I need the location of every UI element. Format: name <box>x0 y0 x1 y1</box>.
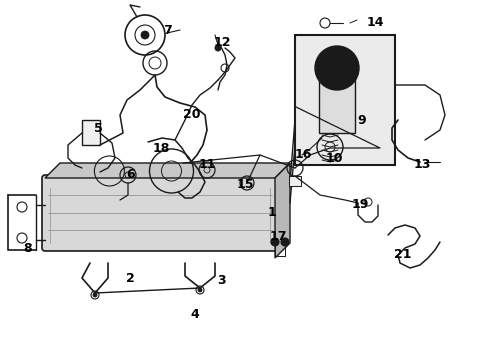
Bar <box>294 35 394 165</box>
Bar <box>82 120 100 145</box>
Text: 20: 20 <box>183 108 201 122</box>
Circle shape <box>270 238 279 246</box>
Text: 18: 18 <box>152 141 169 154</box>
Text: 13: 13 <box>412 158 430 171</box>
Text: 3: 3 <box>217 274 226 287</box>
Text: 14: 14 <box>366 15 383 28</box>
Text: 6: 6 <box>126 168 135 181</box>
Polygon shape <box>45 163 289 178</box>
Circle shape <box>93 293 97 297</box>
Circle shape <box>314 46 358 90</box>
Text: 1: 1 <box>267 207 276 220</box>
Text: 16: 16 <box>294 148 311 162</box>
Text: 15: 15 <box>236 179 253 192</box>
Text: 9: 9 <box>357 113 366 126</box>
Circle shape <box>330 62 342 74</box>
Bar <box>288 176 301 186</box>
Circle shape <box>141 31 149 39</box>
Text: 10: 10 <box>325 152 342 165</box>
Text: 19: 19 <box>350 198 368 211</box>
Polygon shape <box>274 163 289 258</box>
Text: 21: 21 <box>393 248 411 261</box>
Text: 7: 7 <box>163 23 172 36</box>
Bar <box>318 78 354 133</box>
Circle shape <box>281 238 288 246</box>
Text: 17: 17 <box>269 230 286 243</box>
Circle shape <box>198 288 202 292</box>
Text: 5: 5 <box>93 122 102 135</box>
Text: 4: 4 <box>190 309 199 321</box>
Text: 12: 12 <box>213 36 230 49</box>
Text: 2: 2 <box>125 271 134 284</box>
Circle shape <box>215 45 221 51</box>
FancyBboxPatch shape <box>42 175 278 251</box>
Text: 11: 11 <box>198 158 215 171</box>
Text: 8: 8 <box>23 242 32 255</box>
